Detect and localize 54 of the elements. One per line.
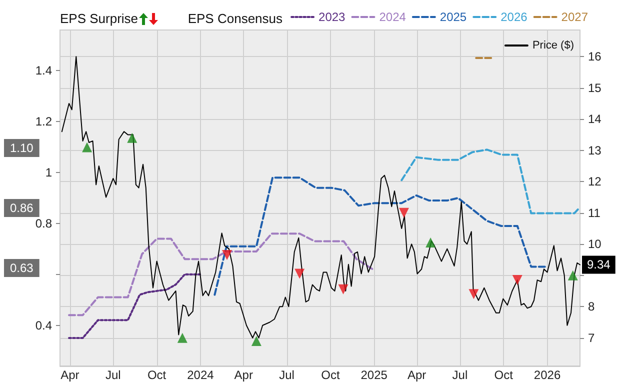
y2-tick-label: 13 (588, 143, 602, 158)
y-tick-label: 0.4 (35, 318, 52, 332)
line-series (68, 273, 201, 339)
y2-tick-label: 14 (588, 112, 602, 126)
legend-label: 2024 (379, 10, 406, 24)
point (512, 275, 522, 286)
x-tick-label: Jul (279, 368, 294, 382)
legend-label: 2025 (440, 10, 467, 24)
data-label: 9.34 (587, 258, 611, 272)
y2-tick-label: 12 (588, 174, 602, 189)
y2-tick-label: 7 (588, 330, 595, 345)
x-tick-label: Oct (321, 368, 340, 382)
point (82, 142, 92, 152)
y-tick-label: 0.8 (35, 216, 52, 230)
legend-label: Price ($) (532, 40, 574, 52)
x-tick-label: Oct (494, 368, 514, 382)
x-tick-label: 2026 (534, 368, 561, 382)
point (251, 336, 262, 346)
x-tick-label: Oct (147, 368, 167, 382)
y-tick-label: 1 (45, 166, 52, 180)
line-series (68, 232, 374, 316)
y-tick-label: 1.2 (35, 114, 52, 129)
x-tick-label: Apr (60, 368, 80, 382)
x-tick-label: Jul (452, 368, 468, 382)
y2-tick-label: 16 (588, 50, 602, 64)
text: 0.86 (10, 201, 34, 215)
point (222, 250, 232, 260)
text: EPS Surprise (60, 11, 140, 26)
point (177, 332, 188, 343)
line-series (214, 176, 548, 296)
text: 0.63 (10, 261, 34, 275)
x-tick-label: 2024 (187, 368, 214, 382)
point (398, 208, 409, 218)
legend-label: 2027 (561, 10, 588, 24)
line-series (400, 148, 580, 214)
y-tick-label: 1.4 (35, 64, 52, 78)
text: 1.10 (10, 141, 34, 155)
point (468, 289, 479, 300)
y2-tick-label: 15 (588, 80, 602, 95)
legend-label: 2026 (500, 10, 528, 24)
y2-tick-label: 10 (588, 237, 602, 252)
point (568, 270, 578, 280)
x-tick-label: 2025 (360, 368, 388, 382)
point (294, 268, 305, 279)
legend-label: 2023 (318, 10, 346, 24)
point (127, 132, 138, 143)
x-tick-label: Apr (234, 368, 253, 382)
y2-tick-label: 11 (588, 206, 601, 220)
legend-title: EPS Consensus (188, 11, 283, 26)
x-tick-label: Jul (105, 368, 121, 382)
y2-tick-label: 8 (588, 300, 595, 314)
x-tick-label: Apr (407, 368, 426, 382)
point (426, 238, 436, 248)
point (338, 284, 348, 294)
